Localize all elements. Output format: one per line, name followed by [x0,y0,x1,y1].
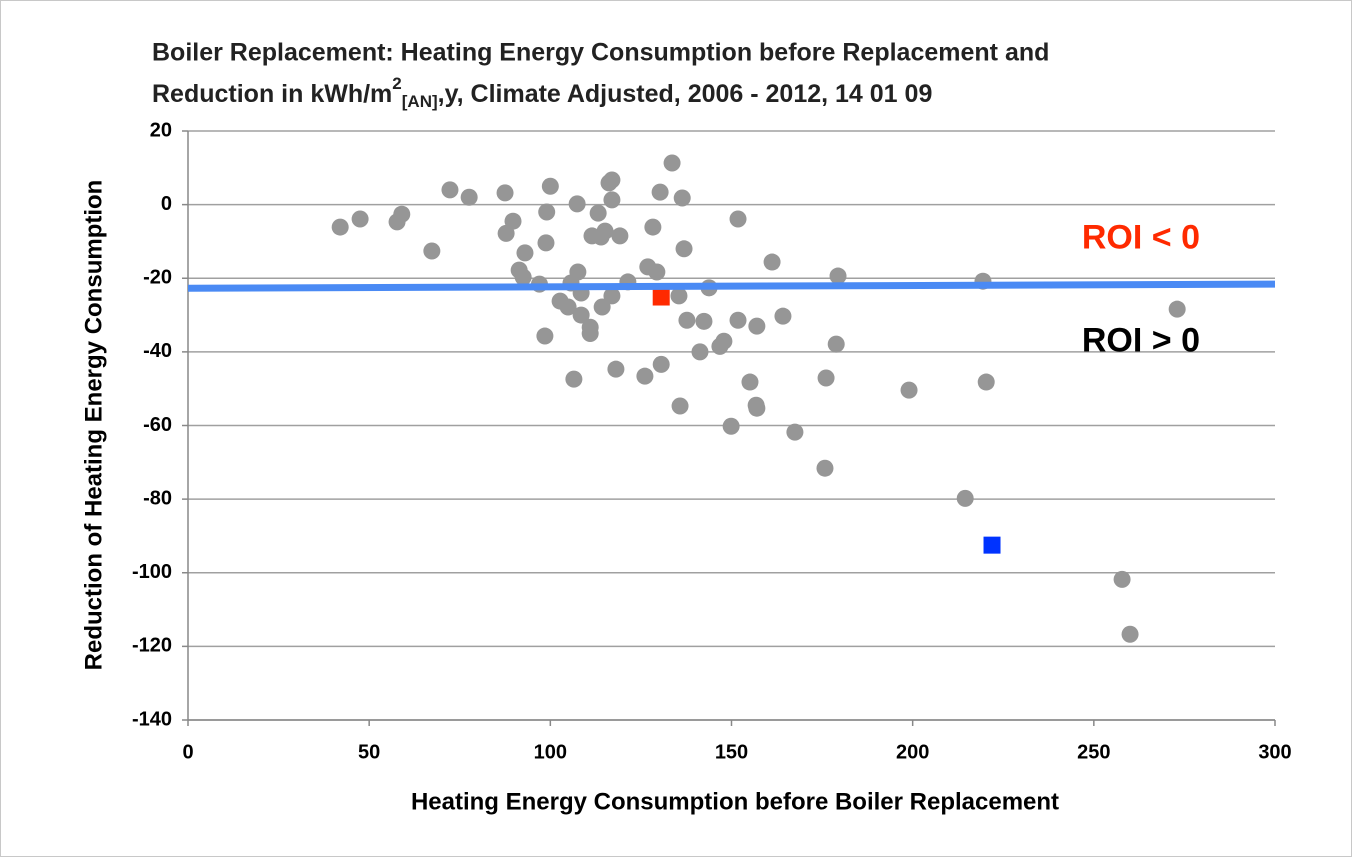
point [593,298,611,316]
point [423,242,441,260]
point [652,355,670,373]
point [569,263,587,281]
y-tick-label: -140 [132,708,172,730]
point [817,369,835,387]
chart-title-line-1: Boiler Replacement: Heating Energy Consu… [152,39,1049,67]
point [589,204,607,222]
point [331,218,349,236]
point [504,212,522,230]
y-tick-label: -20 [143,267,172,289]
title-superscript: 2 [392,74,401,93]
point [568,195,586,213]
point [541,177,559,195]
point [729,210,747,228]
point [565,370,583,388]
annotation: ROI < 0 [1082,219,1200,257]
title-part: ,y, Climate Adjusted, 2006 - 2012, 14 01… [438,80,933,108]
point [496,184,514,202]
point [536,327,554,345]
point [603,171,621,189]
point [663,154,681,172]
point [1113,570,1131,588]
y-tick-label: 20 [150,119,172,141]
x-tick-label: 0 [182,741,193,763]
point [537,234,555,252]
point [393,205,411,223]
point [648,263,666,281]
point [636,367,654,385]
point [695,312,713,330]
y-tick-label: -60 [143,414,172,436]
chart-title-line-2: Reduction in kWh/m2[AN],y, Climate Adjus… [152,74,932,111]
point [460,188,478,206]
point [1168,300,1186,318]
point [514,268,532,286]
point [977,373,995,391]
point [351,210,369,228]
point [603,287,621,305]
point [748,317,766,335]
point [652,288,670,306]
point [763,253,781,271]
point [611,227,629,245]
point [559,298,577,316]
point [956,489,974,507]
y-axis-title: Reduction of Heating Energy Consumption [80,180,107,671]
point [516,244,534,262]
point [748,399,766,417]
annotation: ROI > 0 [1082,322,1200,360]
reference-line [187,280,1276,292]
title-part: Reduction in kWh/m [152,80,392,108]
point [983,536,1001,554]
x-tick-label: 300 [1258,741,1291,763]
point [538,203,556,221]
point [741,373,759,391]
point [581,324,599,342]
point [816,459,834,477]
point [678,311,696,329]
y-tick-label: -80 [143,487,172,509]
point [715,332,733,350]
point [441,181,459,199]
x-tick-label: 200 [896,741,929,763]
point [691,343,709,361]
x-tick-label: 150 [715,741,748,763]
point [729,311,747,329]
point [603,191,621,209]
y-tick-label: -40 [143,340,172,362]
point [1121,625,1139,643]
title-subscript: [AN] [402,92,438,111]
y-tick-label: 0 [161,193,172,215]
point [671,397,689,415]
point [670,287,688,305]
x-tick-label: 50 [358,741,380,763]
y-tick-label: -120 [132,635,172,657]
point [722,417,740,435]
y-tick-label: -100 [132,561,172,583]
point [673,189,691,207]
point [774,307,792,325]
x-tick-label: 100 [534,741,567,763]
point [900,381,918,399]
point [607,360,625,378]
x-tick-label: 250 [1077,741,1110,763]
point [827,335,845,353]
x-axis-title: Heating Energy Consumption before Boiler… [411,788,1059,815]
point [786,423,804,441]
point [572,306,590,324]
point [644,218,662,236]
point [651,183,669,201]
point [675,240,693,258]
point [596,222,614,240]
point [829,267,847,285]
